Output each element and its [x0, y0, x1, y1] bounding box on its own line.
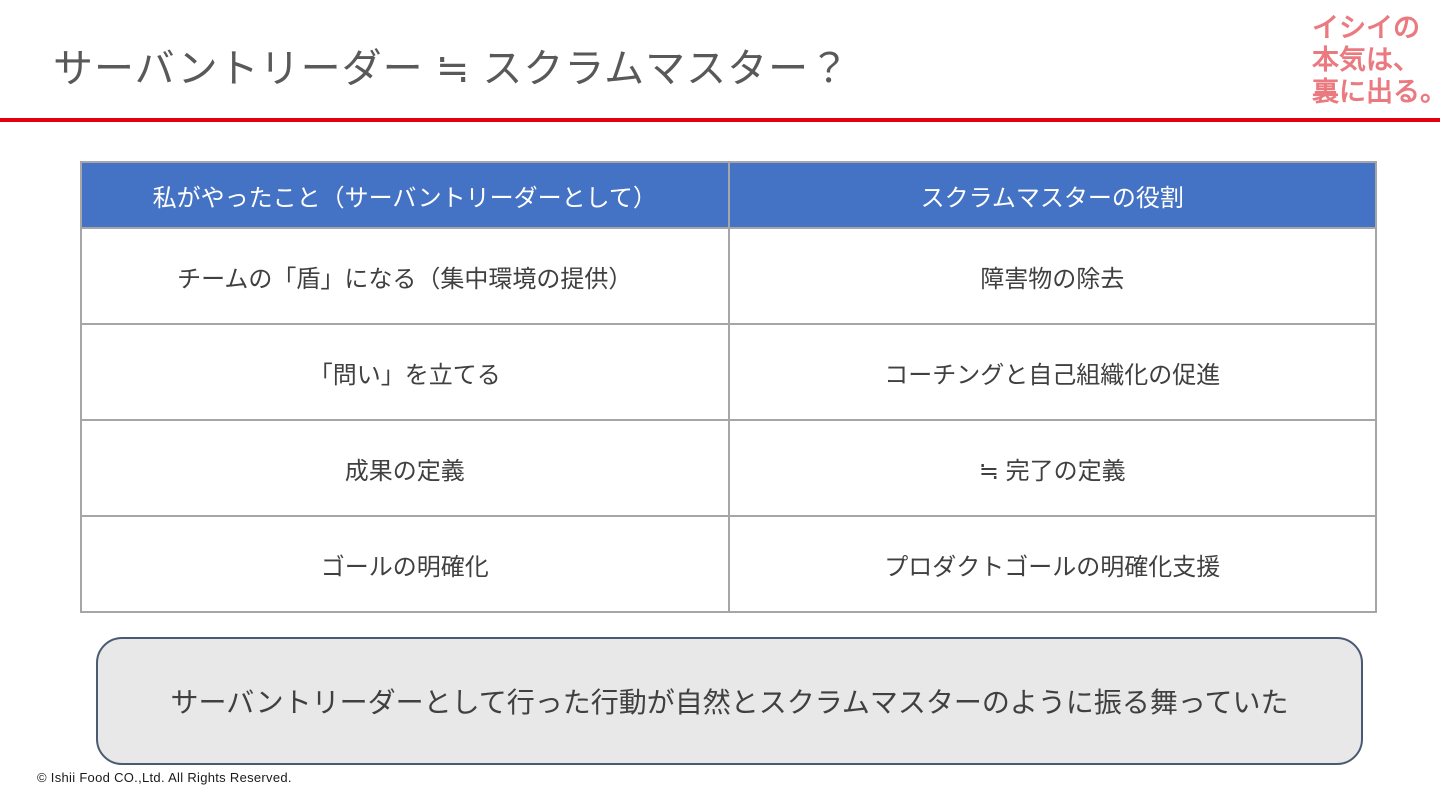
table-header-servant-leader: 私がやったこと（サーバントリーダーとして） — [80, 161, 730, 229]
table-cell: 障害物の除去 — [727, 227, 1377, 325]
table-header-scrum-master: スクラムマスターの役割 — [727, 161, 1377, 229]
table-row: 「問い」を立てる コーチングと自己組織化の促進 — [80, 323, 1377, 421]
table-cell: プロダクトゴールの明確化支援 — [727, 515, 1377, 613]
logo-line-3: 裏に出る。 — [1312, 77, 1440, 107]
logo-line-1: イシイの — [1312, 13, 1420, 43]
summary-callout-box: サーバントリーダーとして行った行動が自然とスクラムマスターのように振る舞っていた — [96, 637, 1363, 765]
table-cell: コーチングと自己組織化の促進 — [727, 323, 1377, 421]
table-cell: ≒ 完了の定義 — [727, 419, 1377, 517]
copyright-notice: © Ishii Food CO.,Ltd. All Rights Reserve… — [37, 770, 292, 785]
page-title: サーバントリーダー ≒ スクラムマスター？ — [53, 47, 851, 91]
title-divider-line — [0, 118, 1440, 122]
comparison-table: 私がやったこと（サーバントリーダーとして） スクラムマスターの役割 チームの「盾… — [80, 161, 1377, 613]
table-cell: 「問い」を立てる — [80, 323, 730, 421]
summary-text: サーバントリーダーとして行った行動が自然とスクラムマスターのように振る舞っていた — [170, 687, 1289, 718]
table-cell: チームの「盾」になる（集中環境の提供） — [80, 227, 730, 325]
table-row: ゴールの明確化 プロダクトゴールの明確化支援 — [80, 515, 1377, 613]
table-cell: ゴールの明確化 — [80, 515, 730, 613]
table-header-row: 私がやったこと（サーバントリーダーとして） スクラムマスターの役割 — [80, 161, 1377, 229]
table-cell: 成果の定義 — [80, 419, 730, 517]
table-row: 成果の定義 ≒ 完了の定義 — [80, 419, 1377, 517]
logo-line-2: 本気は、 — [1312, 45, 1420, 75]
table-row: チームの「盾」になる（集中環境の提供） 障害物の除去 — [80, 227, 1377, 325]
company-logo: イシイの 本気は、 裏に出る。 — [1312, 12, 1440, 108]
